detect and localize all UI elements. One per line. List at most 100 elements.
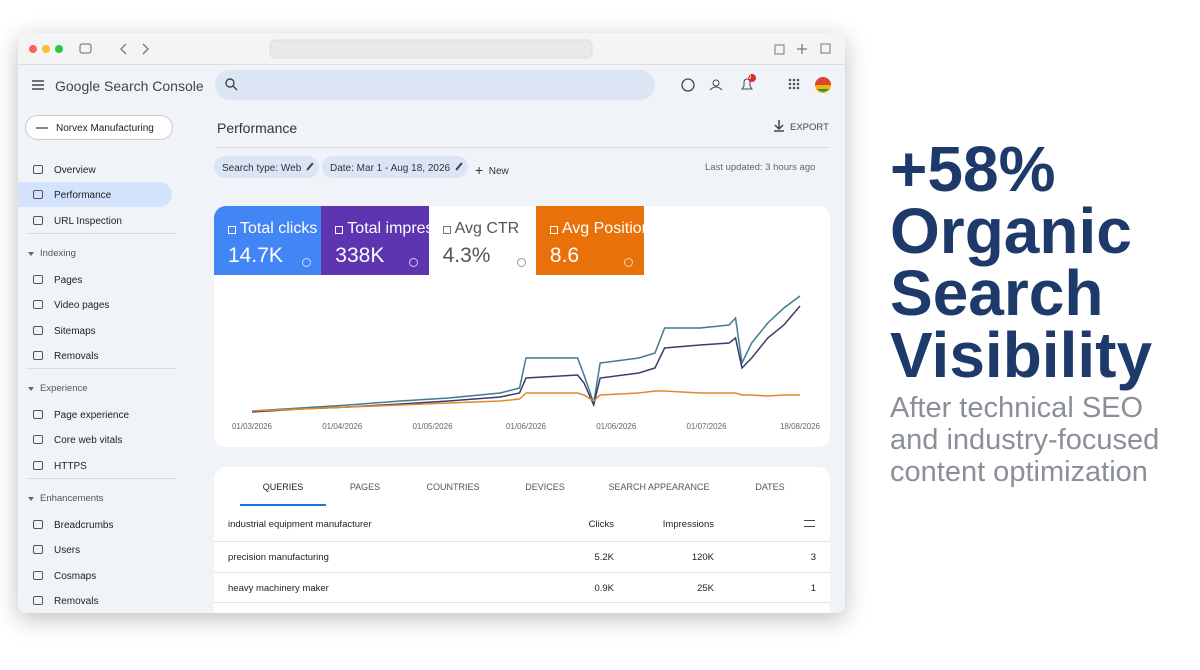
edit-icon: [306, 162, 314, 171]
nav-item[interactable]: HTTPS: [54, 460, 87, 472]
row-divider: [214, 571, 830, 573]
nav-item[interactable]: URL Inspection: [54, 215, 122, 227]
filter-label: Search type: Web: [222, 163, 302, 174]
nav-icon: [33, 460, 43, 470]
last-updated: Last updated: 3 hours ago: [705, 162, 816, 173]
edit-icon: [455, 162, 463, 171]
table-cell: precision manufacturing: [228, 552, 329, 563]
property-logo: [36, 127, 48, 129]
section-caret: [28, 387, 34, 392]
nav-item[interactable]: Removals: [54, 350, 99, 362]
metric-value: 14.7K: [228, 244, 283, 267]
toolbar-icons: [29, 39, 831, 59]
tab[interactable]: COUNTRIES: [426, 482, 480, 492]
table-cell: 0.9K: [594, 582, 614, 594]
nav-icon: [33, 190, 43, 200]
metric-tile[interactable]: Avg CTR 4.3%: [428, 206, 537, 275]
tab[interactable]: DEVICES: [525, 482, 565, 492]
nav-item[interactable]: Removals: [54, 595, 99, 607]
series-line: [251, 390, 800, 412]
metric-label-text: Total clicks: [240, 220, 318, 237]
nav-item[interactable]: Video pages: [54, 300, 110, 312]
table-header: Clicks: [588, 519, 614, 530]
nav-icon: [33, 215, 43, 225]
chart-card: Total clicks 14.7K Total impressions 338K Av…: [214, 206, 830, 447]
metric-label: Avg Position: [549, 220, 651, 238]
tab[interactable]: PAGES: [349, 482, 381, 492]
promo: +58% Organic Search Visibility After technic…: [890, 137, 1160, 488]
section-divider: [26, 478, 176, 479]
table-cell: heavy machinery maker: [228, 582, 329, 594]
metric-value: 338K: [335, 244, 385, 267]
app-title: Google Search Console: [55, 78, 204, 94]
new-filter-label: New: [488, 166, 509, 177]
section-caret: [28, 251, 34, 256]
table-header: Impressions: [662, 519, 714, 530]
subtitle: and industry-focused: [890, 424, 1160, 456]
help-icon: [302, 258, 311, 267]
divider: [217, 147, 829, 148]
nav-item[interactable]: Overview: [54, 165, 96, 176]
help-icon: [409, 258, 419, 267]
browser-toolbar: [18, 33, 845, 65]
row-divider: [214, 602, 830, 603]
metric-tile[interactable]: Total clicks 14.7K: [214, 206, 322, 275]
export-button[interactable]: EXPORT: [790, 122, 829, 133]
browser-window: Google Search Console 9 Norvex Manufactu…: [18, 33, 845, 613]
nav-icon: [33, 325, 43, 335]
section-divider: [26, 368, 176, 370]
metric-label: Avg CTR: [442, 220, 523, 238]
tab[interactable]: DATES: [755, 482, 785, 492]
section-caret: [28, 497, 34, 501]
x-tick-label: 01/05/2026: [412, 422, 453, 431]
table-cell: 1: [810, 582, 816, 594]
nav-item[interactable]: Sitemaps: [54, 325, 96, 337]
table-card: QUERIES PAGES COUNTRIES DEVICES SEARCH APPEA…: [214, 467, 830, 613]
x-tick-label: 01/03/2026: [232, 422, 273, 431]
section-heading: Indexing: [40, 247, 76, 259]
export-icon: [774, 120, 784, 132]
row-divider: [214, 541, 830, 542]
x-tick-label: 01/06/2026: [506, 422, 547, 431]
metric-value: 4.3%: [442, 244, 491, 267]
x-tick-label: 18/08/2026: [780, 422, 821, 431]
section-heading: Experience: [40, 383, 88, 395]
nav-icon: [33, 350, 43, 360]
filter-chip[interactable]: Search type: Web: [214, 156, 320, 178]
table-cell: 120K: [691, 552, 714, 563]
headline: Organic: [890, 195, 1132, 267]
app-header-icons: [32, 70, 831, 100]
subtitle: After technical SEO: [890, 392, 1144, 424]
page-title: Performance: [217, 120, 298, 136]
nav-item[interactable]: Pages: [54, 274, 83, 286]
table-cell: 5.2K: [594, 552, 614, 563]
nav-icon: [33, 435, 43, 445]
performance-chart: 01/03/2026 01/04/2026 01/05/2026 01/06/2026…: [232, 295, 821, 431]
nav-icon: [33, 165, 43, 174]
property-selector[interactable]: Norvex Manufacturing: [25, 115, 173, 140]
nav-icon: [33, 520, 43, 529]
table-cell: 3: [810, 552, 816, 563]
new-filter[interactable]: + New: [475, 162, 509, 178]
nav-item[interactable]: Users: [54, 545, 81, 557]
help-icon: [623, 258, 633, 267]
tab[interactable]: QUERIES: [262, 482, 304, 492]
metric-tile[interactable]: Avg Position 8.6: [535, 206, 651, 275]
tab[interactable]: SEARCH APPEARANCE: [608, 482, 710, 492]
section-divider: [26, 232, 176, 234]
metric-label: Total clicks: [228, 220, 317, 238]
nav-item[interactable]: Cosmaps: [54, 570, 97, 582]
nav-item[interactable]: Breadcrumbs: [54, 520, 114, 531]
nav-icon: [33, 595, 43, 605]
metric-label-text: Avg CTR: [454, 220, 520, 237]
headline: Search: [890, 257, 1104, 329]
nav-icon: [33, 300, 43, 310]
tab-underline: [240, 504, 326, 506]
nav-item[interactable]: Core web vitals: [54, 435, 123, 447]
nav-icon: [33, 274, 43, 284]
nav-icon: [33, 570, 43, 580]
filter-chip[interactable]: Date: Mar 1 - Aug 18, 2026: [322, 156, 469, 178]
nav-item[interactable]: Page experience: [54, 410, 130, 422]
nav-item[interactable]: Performance: [54, 190, 112, 202]
